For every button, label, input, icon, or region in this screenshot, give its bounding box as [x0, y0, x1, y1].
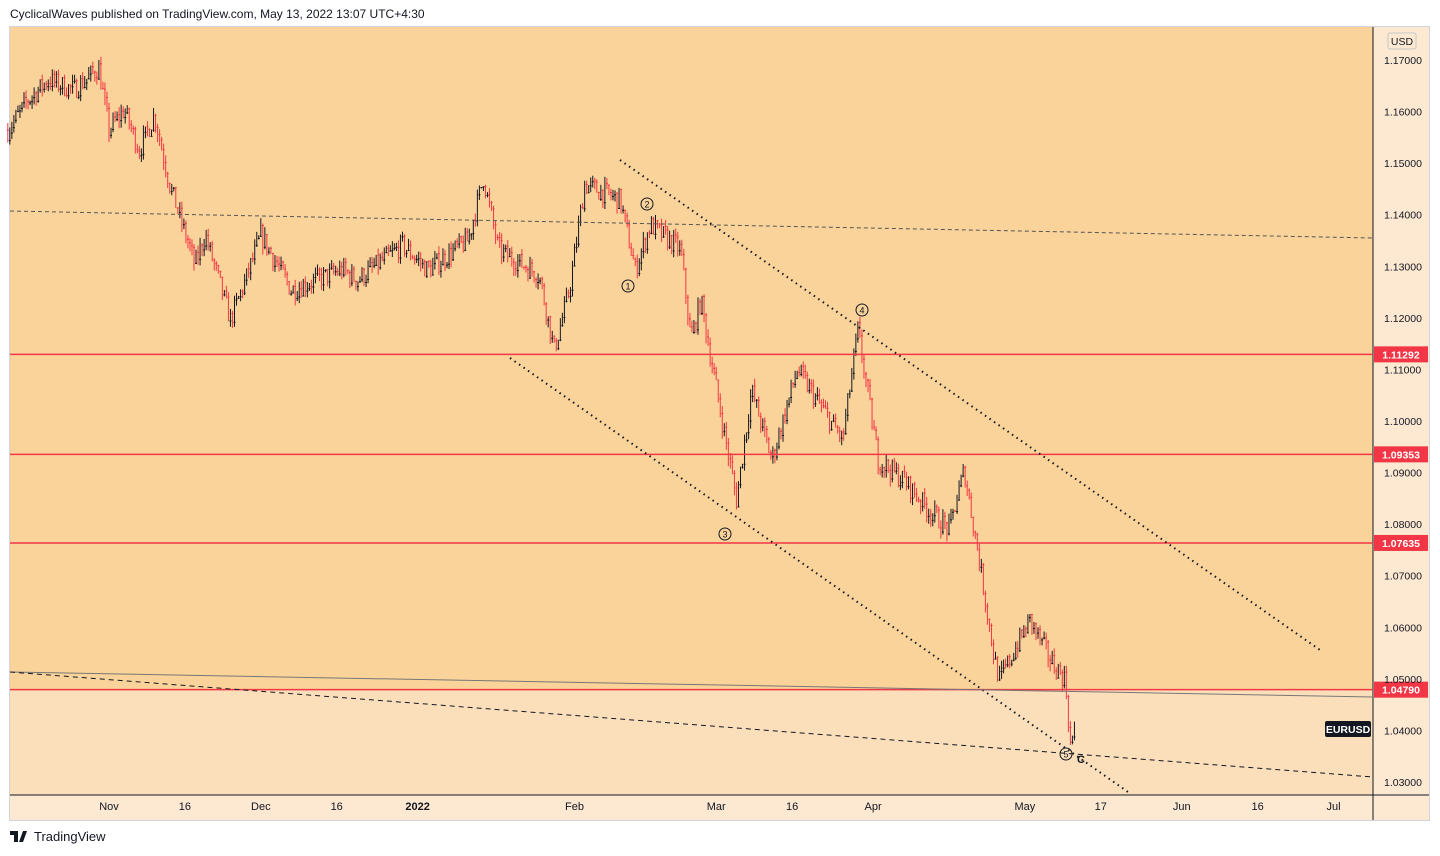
currency-label: USD: [1391, 36, 1414, 48]
level-price-badge: [1374, 681, 1428, 698]
level-price-label: 1.04790: [1382, 685, 1420, 697]
publisher-header: CyclicalWaves published on TradingView.c…: [10, 7, 425, 21]
price-tick-label: 1.05000: [1384, 674, 1422, 686]
wave-label-1: 1: [625, 282, 630, 292]
time-tick-label: Jun: [1173, 801, 1191, 813]
wave-label-3: 3: [722, 530, 727, 540]
tradingview-logo-text: TradingView: [34, 829, 106, 844]
chart-background: [10, 27, 1373, 690]
price-tick-label: 1.03000: [1384, 777, 1422, 789]
symbol-label: EURUSD: [1326, 724, 1371, 736]
time-axis[interactable]: [10, 795, 1429, 820]
tradingview-logo-icon: [10, 830, 27, 842]
time-tick-label: 16: [179, 801, 191, 813]
chart-frame: [9, 26, 1430, 821]
wave-label-4: 4: [859, 306, 864, 316]
price-tick-label: 1.16000: [1384, 107, 1422, 119]
level-price-badge: [1374, 534, 1428, 551]
time-tick-label: 16: [786, 801, 798, 813]
time-tick-label: May: [1014, 801, 1035, 813]
level-price-label: 1.07635: [1382, 538, 1420, 550]
time-tick-label: Feb: [565, 801, 584, 813]
price-tick-label: 1.11000: [1384, 364, 1421, 376]
time-tick-label: Apr: [864, 801, 881, 813]
price-tick-label: 1.09000: [1384, 468, 1422, 480]
wave-label-circle: [1059, 747, 1073, 761]
wave-label-C: C: [1077, 754, 1085, 766]
price-axis[interactable]: [1373, 27, 1429, 795]
wave-label-5: 5: [1063, 750, 1068, 760]
wave-label-circle: [621, 279, 635, 293]
wave-label-2: 2: [644, 200, 649, 210]
time-tick-label: Dec: [251, 801, 271, 813]
candles: [6, 56, 1076, 745]
chart-background-lower: [10, 690, 1373, 795]
wave-label-circle: [640, 197, 654, 211]
wave-label-circle: [718, 527, 732, 541]
symbol-badge: [1325, 721, 1371, 737]
time-tick-label: 2022: [405, 801, 429, 813]
price-tick-label: 1.13000: [1384, 261, 1422, 273]
solid-trend-line[interactable]: [9, 671, 1374, 698]
level-price-badge: [1374, 346, 1428, 363]
wave-label-circle: [855, 303, 869, 317]
currency-badge: [1387, 32, 1417, 50]
dashed-support-line[interactable]: [9, 671, 1374, 778]
time-tick-label: 16: [331, 801, 343, 813]
tradingview-logo[interactable]: TradingView: [10, 829, 106, 844]
level-lines: 1.11292 1.09353 1.07635 1.04790: [10, 346, 1428, 698]
time-tick-label: Nov: [99, 801, 119, 813]
dashed-resistance-line[interactable]: [9, 210, 1374, 239]
level-price-badge: [1374, 446, 1428, 463]
time-tick-label: Mar: [707, 801, 726, 813]
price-tick-label: 1.14000: [1384, 210, 1422, 222]
time-tick-label: Jul: [1326, 801, 1340, 813]
price-tick-label: 1.15000: [1384, 158, 1422, 170]
price-tick-label: 1.07000: [1384, 571, 1422, 583]
time-tick-label: 17: [1095, 801, 1107, 813]
price-tick-label: 1.10000: [1384, 416, 1422, 428]
price-tick-label: 1.17000: [1384, 55, 1422, 67]
price-tick-label: 1.06000: [1384, 622, 1422, 634]
level-price-label: 1.11292: [1382, 349, 1420, 361]
price-tick-label: 1.04000: [1384, 725, 1422, 737]
wave-labels: 1 2 3 4 5 C: [621, 197, 1085, 766]
level-price-label: 1.09353: [1382, 449, 1420, 461]
price-tick-label: 1.12000: [1384, 313, 1422, 325]
time-tick-label: 16: [1251, 801, 1263, 813]
price-tick-label: 1.08000: [1384, 519, 1422, 531]
